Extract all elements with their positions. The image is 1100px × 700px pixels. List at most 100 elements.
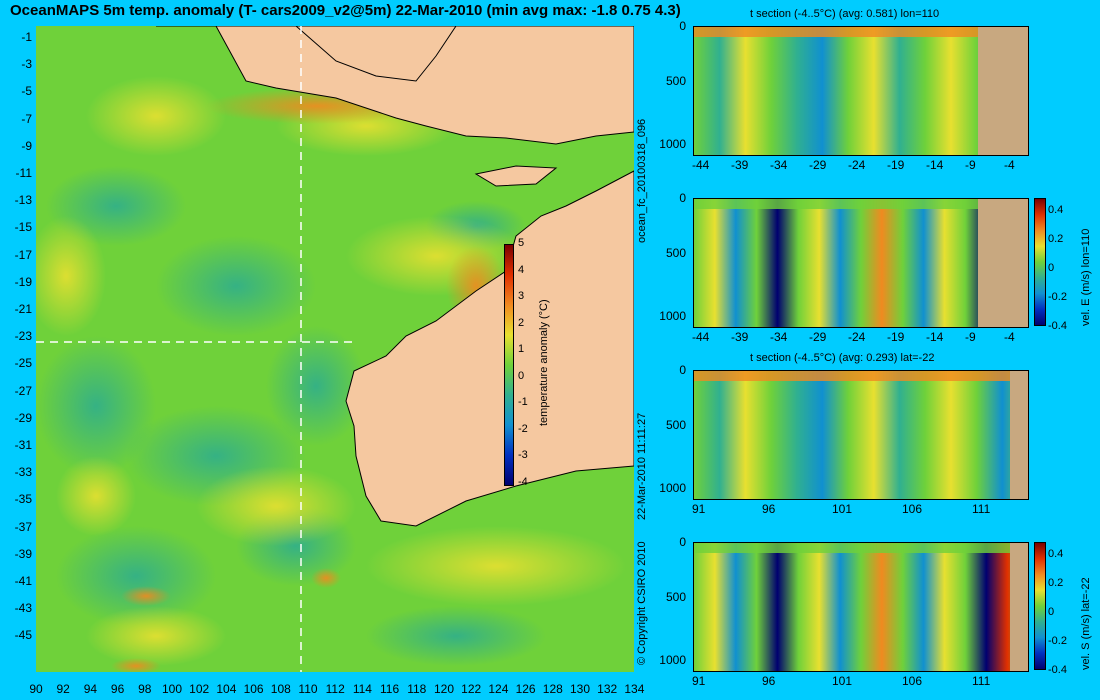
section-x-tick: 96 (762, 674, 776, 688)
depth-tick: 500 (665, 246, 686, 260)
lon-tick: 98 (138, 682, 152, 696)
temperature-anomaly-map[interactable]: 5 4 3 2 1 0 -1 -2 -3 -4 temperature anomaly (°C) (36, 26, 634, 672)
section-x-tick: -9 (965, 158, 976, 172)
section-surface-layer (694, 371, 1010, 381)
section-x-tick: 111 (972, 502, 991, 516)
lon-tick: 116 (380, 682, 400, 696)
lat-tick: -27 (14, 383, 32, 398)
lat-tick: -23 (14, 329, 32, 344)
section-surface-layer (694, 543, 1010, 553)
section-x-tick: 111 (972, 674, 991, 688)
lon-tick: 132 (597, 682, 618, 696)
lat-tick: -7 (21, 111, 32, 126)
lat-tick: -11 (15, 166, 32, 180)
colorbar-tick: 4 (518, 263, 525, 276)
section-x-tick: 101 (832, 502, 853, 516)
lat-tick: -3 (21, 57, 32, 72)
lon-tick: 124 (488, 682, 509, 696)
section-x-tick: -29 (809, 330, 827, 344)
depth-tick: 0 (679, 191, 686, 205)
lat-tick: -21 (14, 302, 32, 316)
section-surface-layer (694, 199, 978, 209)
lon-tick: 94 (83, 682, 98, 696)
section-x-tick: -24 (848, 330, 866, 344)
velocity-axis-label: vel. E (m/s) lon=110 (1080, 228, 1092, 326)
section-land (978, 199, 1028, 327)
land-borneo (295, 26, 457, 82)
lat-tick: -15 (14, 220, 32, 235)
section-land (1010, 371, 1028, 499)
section-x-tick: 96 (762, 502, 776, 516)
lat-tick: -31 (14, 438, 32, 452)
lon-tick: 128 (542, 682, 563, 696)
lat-tick: -17 (14, 247, 32, 262)
section-x-tick: -14 (926, 158, 944, 172)
lon-tick: 102 (189, 682, 210, 696)
colorbar-tick: 2 (518, 316, 525, 329)
section-x-tick: 91 (692, 674, 706, 688)
velocity-colorbar-tick: 0.4 (1048, 548, 1064, 560)
lat-tick: -45 (14, 628, 32, 643)
section-plot[interactable] (693, 370, 1029, 500)
section-plot[interactable] (693, 542, 1029, 672)
colorbar-tick: 1 (518, 343, 525, 355)
depth-tick: 500 (665, 590, 686, 604)
lat-tick: -5 (21, 84, 32, 99)
velocity-axis-label: vel. S (m/s) lat=-22 (1080, 577, 1092, 670)
depth-tick: 1000 (659, 137, 686, 151)
section-x-tick: 106 (902, 502, 923, 516)
section-x-tick: -19 (887, 330, 905, 344)
lon-tick: 108 (270, 682, 291, 696)
section-x-tick: -19 (887, 158, 905, 172)
velocity-colorbar-tick: -0.2 (1048, 291, 1067, 303)
section-land (1010, 543, 1028, 671)
section-x-tick: -4 (1004, 330, 1015, 344)
lon-tick: 110 (298, 682, 318, 696)
map-canvas (36, 26, 634, 672)
velocity-colorbar-tick: -0.2 (1048, 635, 1067, 647)
colorbar-tick: 5 (518, 237, 525, 249)
lat-tick: -43 (14, 601, 32, 616)
section-x-tick: 106 (902, 674, 923, 688)
lat-tick: -35 (14, 492, 32, 507)
lon-tick: 114 (352, 682, 372, 696)
temperature-colorbar (504, 244, 514, 486)
lon-tick: 90 (29, 682, 43, 696)
colorbar-label: temperature anomaly (°C) (538, 299, 550, 426)
velocity-colorbar-tick: 0.4 (1048, 204, 1064, 216)
section-plot[interactable] (693, 198, 1029, 328)
section-x-tick: 101 (832, 674, 853, 688)
page-title: OceanMAPS 5m temp. anomaly (T- cars2009_… (10, 2, 681, 19)
velocity-colorbar-tick: 0 (1048, 606, 1055, 618)
section-x-tick: -34 (770, 158, 788, 172)
lon-tick: 92 (56, 682, 70, 696)
lon-tick: 100 (161, 682, 183, 696)
depth-tick: 1000 (659, 653, 686, 667)
velocity-colorbar (1034, 198, 1046, 326)
land-indonesia (156, 26, 634, 145)
velocity-colorbar-tick: -0.4 (1048, 664, 1067, 676)
section-x-tick: -24 (848, 158, 866, 172)
lon-tick: 104 (216, 682, 237, 696)
velocity-colorbar-tick: -0.4 (1048, 320, 1067, 332)
velocity-colorbar-tick: 0.2 (1048, 577, 1064, 589)
depth-tick: 500 (665, 74, 686, 88)
depth-tick: 0 (679, 535, 686, 549)
section-x-tick: -39 (731, 158, 749, 172)
lat-tick: -33 (14, 465, 32, 480)
section-x-tick: 91 (692, 502, 706, 516)
section-x-tick: -39 (731, 330, 749, 344)
lat-tick: -37 (14, 519, 32, 534)
land-timor (474, 165, 558, 187)
lon-tick: 106 (243, 682, 264, 696)
section-plot[interactable] (693, 26, 1029, 156)
section-x-tick: -9 (965, 330, 976, 344)
lat-tick: -25 (14, 356, 32, 371)
lon-tick: 134 (624, 682, 645, 696)
forecast-label: ocean_fc_20100318_096 (636, 118, 648, 243)
lat-tick: -29 (14, 410, 32, 425)
land-australia (345, 170, 634, 527)
depth-tick: 0 (679, 19, 686, 33)
lat-tick: -41 (14, 574, 32, 588)
lat-tick: -39 (14, 546, 32, 561)
